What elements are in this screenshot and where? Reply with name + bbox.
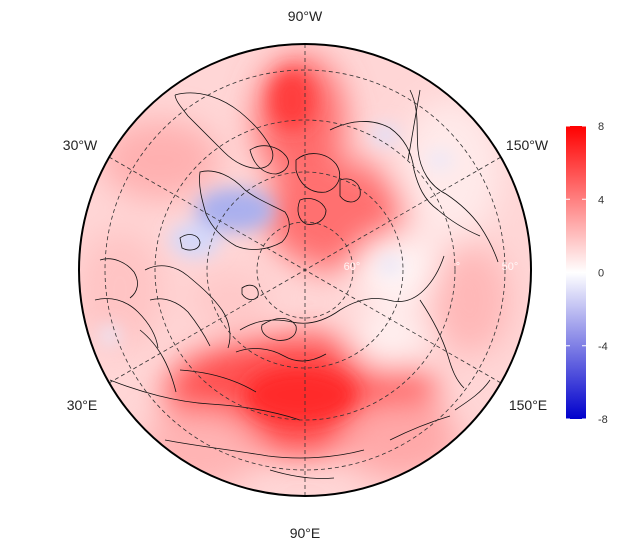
lon-label-upper-right: 150°W xyxy=(506,137,549,153)
latitude-label-60-east: ° xyxy=(456,261,460,273)
colorbar-gradient xyxy=(566,126,586,419)
graticule xyxy=(104,44,506,496)
colorbar-ticks: 8 4 0 -4 -8 xyxy=(566,121,608,426)
latitude-label-50: 50° xyxy=(502,261,519,273)
lon-label-bottom: 90°E xyxy=(290,525,321,541)
lon-label-top: 90°W xyxy=(288,8,323,24)
lon-label-lower-left: 30°E xyxy=(67,397,98,413)
colorbar-tick-label: -8 xyxy=(598,414,608,426)
colorbar-tick-label: 4 xyxy=(598,194,604,206)
lon-label-upper-left: 30°W xyxy=(63,137,98,153)
lon-label-lower-right: 150°E xyxy=(509,397,547,413)
colorbar-tick-label: -4 xyxy=(598,341,608,353)
coastlines xyxy=(94,89,499,479)
map-boundary xyxy=(78,43,532,497)
latitude-label-60: 60° xyxy=(344,261,361,273)
colorbar-tick-label: 0 xyxy=(598,268,604,280)
colorbar-tick-label: 8 xyxy=(598,121,604,133)
colorbar: 8 4 0 -4 -8 xyxy=(566,121,608,426)
